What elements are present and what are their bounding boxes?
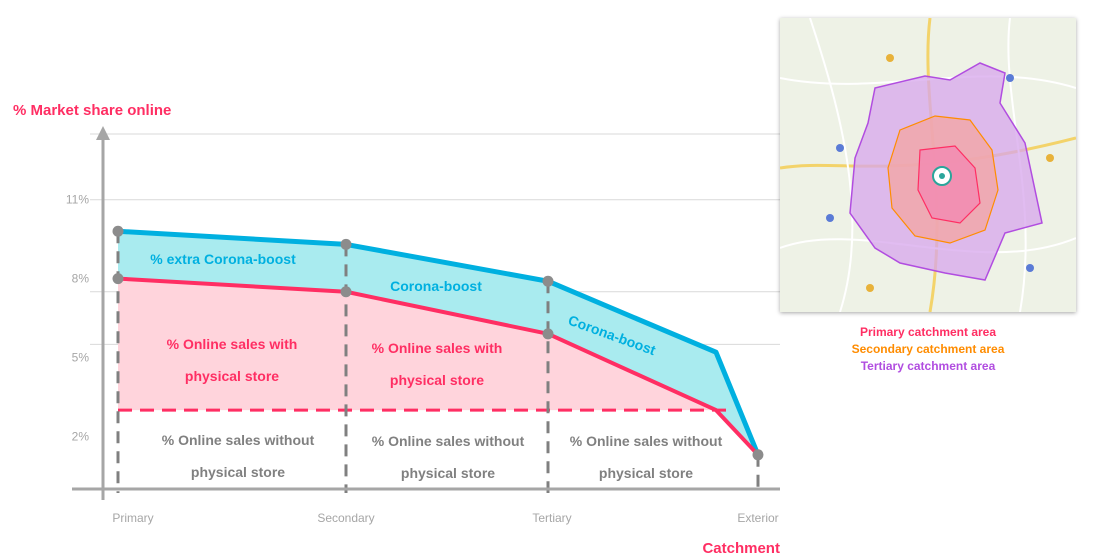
map-legend: Primary catchment area Secondary catchme… xyxy=(780,324,1076,375)
data-point xyxy=(752,449,764,461)
catchment-map-image xyxy=(780,18,1076,312)
legend-secondary: Secondary catchment area xyxy=(851,342,1005,356)
y-tick-label: 8% xyxy=(72,272,90,286)
data-point xyxy=(340,238,352,250)
online-with-store-area xyxy=(118,278,716,411)
area-label-online-with-store: physical store xyxy=(390,372,484,388)
catchment-chart: 2% 5% 8% 11% Primary Secondary Tertiary Exterio… xyxy=(13,102,780,557)
area-label-online-without-store: physical store xyxy=(401,465,495,481)
x-tick-label: Primary xyxy=(112,511,153,525)
area-label-online-without-store: % Online sales without xyxy=(372,433,525,449)
x-tick-label: Secondary xyxy=(317,511,374,525)
y-tick-label: 2% xyxy=(72,429,90,443)
data-point xyxy=(112,273,124,285)
y-tick-label: 5% xyxy=(72,351,90,365)
x-axis-title: Catchment area xyxy=(702,540,780,557)
area-label-corona-boost: Corona-boost xyxy=(390,278,482,294)
data-point xyxy=(340,286,352,298)
y-axis-title: % Market share online xyxy=(13,102,171,119)
area-label-online-with-store: physical store xyxy=(185,368,279,384)
area-label-online-with-store: % Online sales with xyxy=(372,340,503,356)
area-label-online-with-store: % Online sales with xyxy=(167,336,298,352)
area-label-extra-corona-boost: % extra Corona-boost xyxy=(150,251,296,267)
data-point xyxy=(542,328,554,340)
data-point xyxy=(542,275,554,287)
y-tick-label: 11% xyxy=(66,193,89,207)
data-point xyxy=(112,225,124,237)
legend-primary: Primary catchment area xyxy=(859,325,997,339)
legend-tertiary: Tertiary catchment area xyxy=(860,359,996,373)
catchment-map xyxy=(780,18,1076,312)
area-label-online-without-store: % Online sales without xyxy=(570,433,723,449)
x-tick-label: Tertiary xyxy=(532,511,571,525)
area-label-online-without-store: physical store xyxy=(599,465,693,481)
y-axis-arrow xyxy=(96,126,110,140)
x-tick-label: Exterior xyxy=(737,511,778,525)
area-label-online-without-store: % Online sales without xyxy=(162,432,315,448)
area-label-online-without-store: physical store xyxy=(191,464,285,480)
